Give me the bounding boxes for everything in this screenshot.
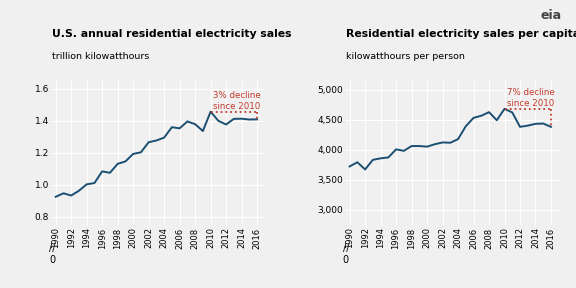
Text: eia: eia [540,9,562,22]
Text: 0: 0 [49,255,55,265]
Text: 3% decline
since 2010: 3% decline since 2010 [213,91,261,111]
Text: 0: 0 [343,255,349,265]
Text: trillion kilowatthours: trillion kilowatthours [52,52,149,61]
Text: 7% decline
since 2010: 7% decline since 2010 [507,88,555,108]
Text: Residential electricity sales per capita: Residential electricity sales per capita [346,29,576,39]
Text: //: // [49,243,55,253]
Text: kilowatthours per person: kilowatthours per person [346,52,465,61]
Text: U.S. annual residential electricity sales: U.S. annual residential electricity sale… [52,29,291,39]
Text: //: // [343,243,350,253]
